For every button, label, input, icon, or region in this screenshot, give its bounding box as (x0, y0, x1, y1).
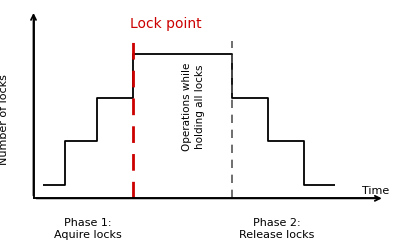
Text: Number of locks: Number of locks (0, 74, 9, 165)
Text: Lock point: Lock point (130, 17, 202, 31)
Text: Phase 1:
Aquire locks: Phase 1: Aquire locks (54, 218, 121, 240)
Text: Phase 2:
Release locks: Phase 2: Release locks (239, 218, 314, 240)
Text: Time: Time (362, 186, 389, 196)
Text: Operations while
holding all locks: Operations while holding all locks (182, 62, 205, 151)
